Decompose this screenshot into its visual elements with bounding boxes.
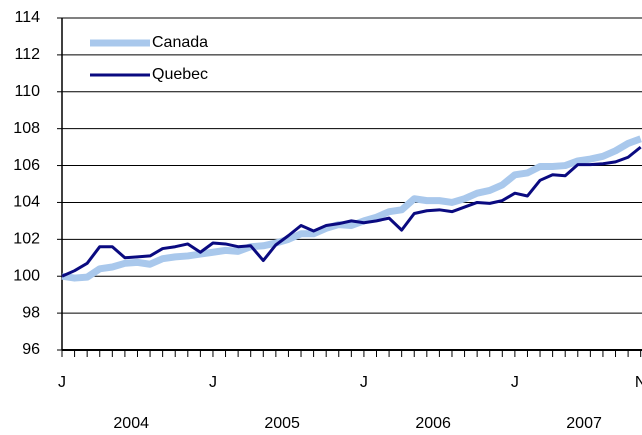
x-tick-label: J (58, 374, 66, 391)
legend-label: Canada (152, 34, 208, 51)
y-tick-label: 104 (13, 194, 40, 211)
y-tick-label: 114 (14, 9, 40, 26)
y-tick-label: 112 (14, 46, 40, 63)
y-tick-label: 108 (13, 120, 40, 137)
x-tick-label: N (635, 374, 642, 391)
y-tick-label: 96 (22, 341, 40, 358)
x-tick-label: J (511, 374, 519, 391)
series-line (61, 135, 642, 282)
y-tick-label: 102 (13, 231, 40, 248)
x-tick-label: J (209, 374, 217, 391)
y-tick-label: 106 (13, 157, 40, 174)
year-label: 2006 (415, 415, 451, 432)
legend-label: Quebec (152, 66, 208, 83)
year-label: 2005 (264, 415, 300, 432)
year-label: 2007 (566, 415, 602, 432)
y-tick-label: 100 (13, 267, 40, 284)
y-tick-label: 110 (14, 83, 40, 100)
year-label: 2004 (113, 415, 149, 432)
x-tick-label: J (360, 374, 368, 391)
y-tick-label: 98 (22, 304, 40, 321)
series-line (61, 145, 642, 278)
